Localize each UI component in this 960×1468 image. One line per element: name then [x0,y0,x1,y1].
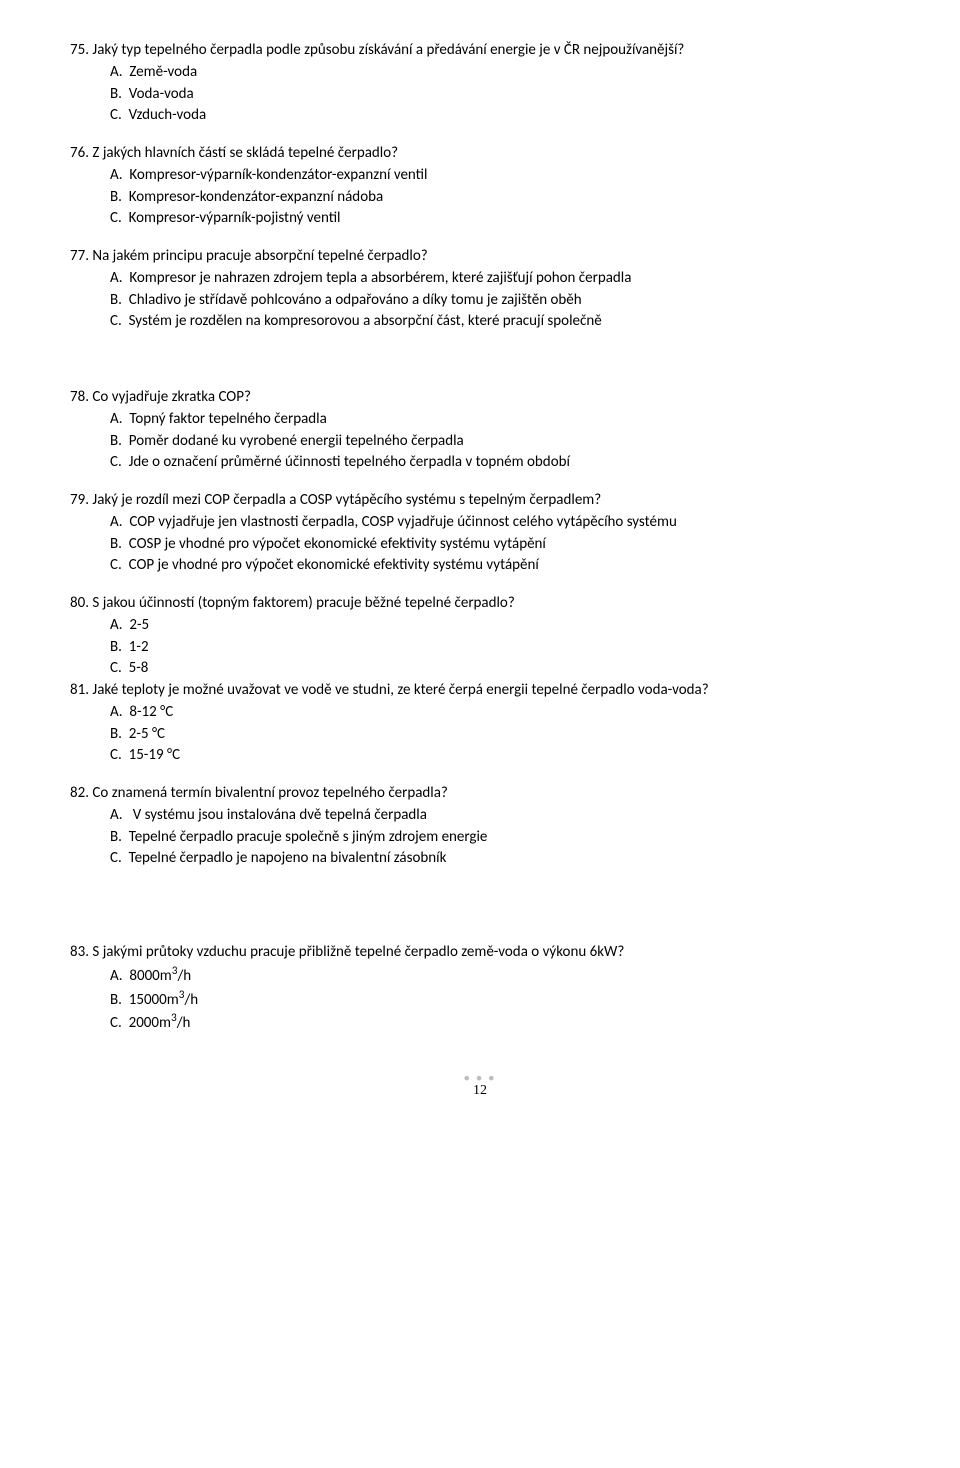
question-text: 75. Jaký typ tepelného čerpadla podle zp… [70,40,890,60]
option-c-text: 2000m3/h [129,1014,191,1032]
option-b: B. Chladivo je střídavě pohlcováno a odp… [110,290,890,310]
question-text: 82. Co znamená termín bivalentní provoz … [70,783,890,803]
question-number: 79. [70,491,89,509]
question-76: 76. Z jakých hlavních částí se skládá te… [70,143,890,228]
option-b: B. COSP je vhodné pro výpočet ekonomické… [110,534,890,554]
question-text: 81. Jaké teploty je možné uvažovat ve vo… [70,680,890,700]
question-body: Jaký je rozdíl mezi COP čerpadla a COSP … [92,491,601,509]
document-page: 75. Jaký typ tepelného čerpadla podle zp… [0,0,960,1129]
question-78: 78. Co vyjadřuje zkratka COP? A. Topný f… [70,387,890,472]
question-body: S jakými průtoky vzduchu pracuje přibliž… [92,943,624,961]
question-number: 83. [70,943,89,961]
option-c: C. Kompresor-výparník-pojistný ventil [110,208,890,228]
question-number: 82. [70,784,89,802]
option-a: A. 2-5 [110,615,890,635]
question-79: 79. Jaký je rozdíl mezi COP čerpadla a C… [70,490,890,575]
question-text: 83. S jakými průtoky vzduchu pracuje při… [70,942,890,962]
options-list: A. 2-5 B. 1-2 C. 5-8 [70,615,890,678]
option-a: A. Topný faktor tepelného čerpadla [110,409,890,429]
question-number: 78. [70,388,89,406]
question-text: 80. S jakou účinností (topným faktorem) … [70,593,890,613]
options-list: A. V systému jsou instalována dvě tepeln… [70,805,890,868]
option-a: A. COP vyjadřuje jen vlastnosti čerpadla… [110,512,890,532]
question-body: Na jakém principu pracuje absorpční tepe… [92,247,427,265]
spacer [70,349,890,387]
option-c: C. 5-8 [110,658,890,678]
option-c: C. Jde o označení průměrné účinnosti tep… [110,452,890,472]
footer-dots-icon: ● ● ● [70,1073,890,1083]
question-number: 81. [70,681,89,699]
option-b: B. Voda-voda [110,84,890,104]
option-c: C. Systém je rozdělen na kompresorovou a… [110,311,890,331]
question-body: Jaký typ tepelného čerpadla podle způsob… [92,41,684,59]
option-a-text: 8000m3/h [129,967,191,985]
options-list: A. Kompresor-výparník-kondenzátor-expanz… [70,165,890,228]
options-list: A. 8000m3/h B. 15000m3/h C. 2000m3/h [70,964,890,1033]
options-list: A. 8-12 °C B. 2-5 °C C. 15-19 °C [70,702,890,765]
options-list: A. COP vyjadřuje jen vlastnosti čerpadla… [70,512,890,575]
option-a: A. 8000m3/h [110,964,890,986]
question-body: Z jakých hlavních částí se skládá tepeln… [92,144,398,162]
page-footer: ● ● ● 12 [70,1073,890,1099]
question-number: 75. [70,41,89,59]
question-82: 82. Co znamená termín bivalentní provoz … [70,783,890,868]
option-c: C. 2000m3/h [110,1011,890,1033]
option-b: B. 15000m3/h [110,988,890,1010]
question-77: 77. Na jakém principu pracuje absorpční … [70,246,890,331]
option-a: A. Kompresor je nahrazen zdrojem tepla a… [110,268,890,288]
option-a: A. 8-12 °C [110,702,890,722]
option-a: A. Země-voda [110,62,890,82]
option-c: C. Tepelné čerpadlo je napojeno na bival… [110,848,890,868]
option-b: B. Kompresor-kondenzátor-expanzní nádoba [110,187,890,207]
option-c: C. COP je vhodné pro výpočet ekonomické … [110,555,890,575]
spacer [70,886,890,942]
option-c: C. Vzduch-voda [110,105,890,125]
question-body: S jakou účinností (topným faktorem) prac… [92,594,514,612]
page-number: 12 [70,1083,890,1099]
options-list: A. Kompresor je nahrazen zdrojem tepla a… [70,268,890,331]
option-a: A. V systému jsou instalována dvě tepeln… [110,805,890,825]
option-b: B. Tepelné čerpadlo pracuje společně s j… [110,827,890,847]
question-81: 81. Jaké teploty je možné uvažovat ve vo… [70,680,890,765]
option-c: C. 15-19 °C [110,745,890,765]
question-83: 83. S jakými průtoky vzduchu pracuje při… [70,942,890,1033]
question-number: 77. [70,247,89,265]
question-text: 77. Na jakém principu pracuje absorpční … [70,246,890,266]
option-b-text: 15000m3/h [129,991,198,1009]
question-75: 75. Jaký typ tepelného čerpadla podle zp… [70,40,890,125]
question-number: 80. [70,594,89,612]
question-80: 80. S jakou účinností (topným faktorem) … [70,593,890,678]
question-body: Co vyjadřuje zkratka COP? [92,388,251,406]
option-b: B. 1-2 [110,637,890,657]
question-body: Co znamená termín bivalentní provoz tepe… [92,784,447,802]
question-number: 76. [70,144,89,162]
option-a: A. Kompresor-výparník-kondenzátor-expanz… [110,165,890,185]
question-text: 78. Co vyjadřuje zkratka COP? [70,387,890,407]
option-b: B. 2-5 °C [110,724,890,744]
question-text: 76. Z jakých hlavních částí se skládá te… [70,143,890,163]
question-body: Jaké teploty je možné uvažovat ve vodě v… [92,681,708,699]
option-b: B. Poměr dodané ku vyrobené energii tepe… [110,431,890,451]
options-list: A. Země-voda B. Voda-voda C. Vzduch-voda [70,62,890,125]
question-text: 79. Jaký je rozdíl mezi COP čerpadla a C… [70,490,890,510]
options-list: A. Topný faktor tepelného čerpadla B. Po… [70,409,890,472]
